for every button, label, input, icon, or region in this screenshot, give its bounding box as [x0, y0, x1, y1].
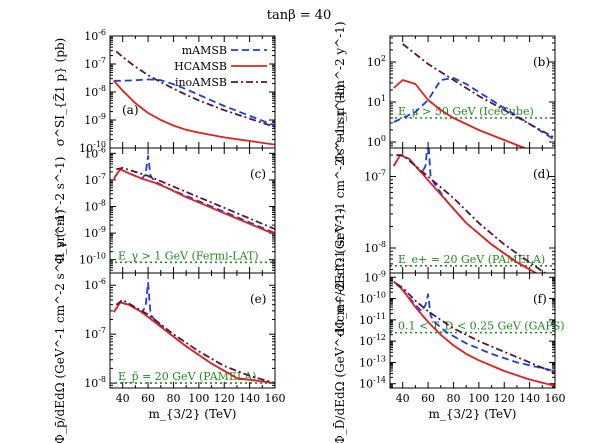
panel-a: 10-10 10-9 10-8 10-7 10-6 (a) σ^SI_{Z̃1 p} (pb…	[52, 28, 276, 155]
y-tick-label: 10-8	[84, 375, 106, 390]
x-tick-label: 60	[141, 392, 155, 405]
panel-label: (e)	[250, 292, 266, 306]
series-line-HCAMSB	[393, 79, 527, 148]
legend-label: mAMSB	[182, 44, 227, 57]
experiment-annotation: 0.1 < T_D < 0.25 GeV (GAPS)	[398, 320, 565, 333]
series-line-HCAMSB	[113, 301, 275, 384]
experiment-annotation: E_e+ = 20 GeV (PAMELA)	[398, 253, 545, 266]
x-tick-label: 80	[446, 392, 460, 405]
y-tick-label: 10-6	[84, 28, 106, 43]
panel-c: 10-10 10-9 10-8 10-7 10-6 E_γ > 1 GeV (Fermi-…	[53, 145, 276, 274]
legend-item-inoAMSB: inoAMSB	[175, 76, 267, 89]
series-line-HCAMSB	[393, 280, 555, 387]
series-line-mAMSB	[113, 155, 275, 234]
x-tick-label: 120	[494, 392, 515, 405]
x-tick-label: 160	[545, 392, 566, 405]
y-axis-label: Φ^sun_μ (km^-2 y^-1)	[333, 21, 347, 162]
y-tick-label: 10-9	[84, 112, 106, 127]
series-line-inoAMSB	[115, 298, 275, 384]
y-tick-label: 10-10	[359, 291, 386, 306]
panels-container: 10-10 10-9 10-8 10-7 10-6 (a) σ^SI_{Z̃1 p} (pb…	[52, 21, 566, 443]
panel-f: 10-14 10-13 10-12 10-11 10-10 10-9 40 60 80 100 12…	[332, 208, 566, 443]
series-line-mAMSB	[113, 78, 275, 127]
series-group	[393, 280, 555, 387]
y-tick-label: 10-6	[84, 277, 106, 292]
figure-title: tanβ = 40	[267, 8, 332, 23]
panel-label: (a)	[122, 103, 139, 117]
x-tick-label: 40	[116, 392, 130, 405]
y-tick-label: 10-10	[79, 252, 106, 267]
y-axis-label: dΦ_D̄/dEdΩ (GeV^-1 cm^-2 s^-1 sr^-1)	[332, 208, 347, 443]
y-tick-label: 10-8	[84, 199, 106, 214]
panel-label: (f)	[533, 292, 547, 306]
panel-label: (c)	[250, 167, 266, 181]
y-tick-label: 10-8	[84, 84, 106, 99]
panel-label: (b)	[533, 55, 550, 69]
y-axis-label: σ^SI_{Z̃1 p} (pb)	[52, 38, 67, 147]
y-tick-label: 10-6	[84, 145, 106, 160]
legend-label: inoAMSB	[175, 76, 227, 89]
y-tick-label: 10-14	[359, 376, 386, 391]
x-tick-label: 140	[239, 392, 260, 405]
y-tick-label: 101	[367, 94, 386, 109]
y-tick-label: 10-7	[84, 56, 106, 71]
panel-d: 10-8 10-7 E_e+ = 20 GeV (PAMELA) (d) dΦ_e+/d…	[333, 85, 556, 337]
legend-label: HCAMSB	[174, 60, 227, 73]
series-line-HCAMSB	[113, 80, 275, 146]
plot-frame	[389, 272, 556, 389]
x-tick-label: 120	[214, 392, 235, 405]
series-line-inoAMSB	[395, 282, 555, 374]
x-tick-label: 100	[468, 392, 489, 405]
x-tick-label: 100	[188, 392, 209, 405]
x-axis-label: m_{3/2} (TeV)	[429, 407, 517, 421]
panel-label: (d)	[533, 167, 550, 181]
y-tick-label: 10-8	[364, 240, 386, 255]
y-tick-label: 100	[367, 134, 386, 149]
experiment-annotation: E_p̄ = 20 GeV (PAMELA)	[118, 370, 256, 383]
legend-item-mAMSB: mAMSB	[182, 44, 267, 57]
y-tick-label: 10-9	[84, 225, 106, 240]
series-line-inoAMSB	[402, 43, 555, 139]
y-axis-label: dΦ_e+/dEdΩ (GeV^-1 cm^-2 s^-1 sr^-1)	[333, 85, 347, 337]
x-axis-label: m_{3/2} (TeV)	[149, 407, 237, 421]
y-tick-label: 10-12	[359, 333, 386, 348]
experiment-annotation: E_γ > 1 GeV (Fermi-LAT)	[118, 249, 259, 262]
x-tick-label: 40	[396, 392, 410, 405]
series-line-HCAMSB	[393, 154, 538, 273]
y-tick-label: 102	[367, 54, 386, 69]
legend: mAMSB HCAMSB inoAMSB	[174, 44, 267, 89]
x-tick-label: 60	[421, 392, 435, 405]
series-group	[393, 148, 547, 273]
panel-b: 100 101 102 E_μ > 50 GeV (IceCube) (b) Φ^sun_…	[333, 21, 556, 163]
series-group	[113, 50, 275, 146]
series-line-inoAMSB	[396, 154, 547, 273]
y-axis-label: Φ_γ (cm^-2 s^-1)	[53, 157, 67, 265]
series-group	[113, 281, 275, 384]
y-tick-label: 10-9	[364, 269, 386, 284]
y-tick-label: 10-7	[84, 172, 106, 187]
series-line-mAMSB	[393, 77, 555, 141]
y-tick-label: 10-7	[364, 169, 386, 184]
y-tick-label: 10-13	[359, 354, 386, 369]
experiment-annotation: E_μ > 50 GeV (IceCube)	[398, 105, 534, 118]
series-group	[393, 43, 555, 148]
y-tick-label: 10-11	[359, 312, 386, 327]
series-line-mAMSB	[393, 280, 555, 372]
panel-e: 10-8 10-7 10-6 40 60 80 100 120 140 160 E_p̄ = 20 …	[53, 209, 286, 443]
y-tick-label: 10-10	[79, 140, 106, 155]
legend-item-HCAMSB: HCAMSB	[174, 60, 267, 73]
series-line-inoAMSB	[115, 50, 275, 128]
plot-frame	[389, 35, 556, 149]
x-tick-label: 140	[519, 392, 540, 405]
y-axis-label: dΦ_p̄/dEdΩ (GeV^-1 cm^-2 s^-1 sr^-1)	[53, 209, 67, 443]
x-tick-label: 160	[265, 392, 286, 405]
x-tick-label: 80	[166, 392, 180, 405]
plot-frame	[109, 272, 276, 389]
series-line-HCAMSB	[113, 168, 275, 236]
series-group	[113, 155, 275, 236]
y-tick-label: 10-7	[84, 326, 106, 341]
